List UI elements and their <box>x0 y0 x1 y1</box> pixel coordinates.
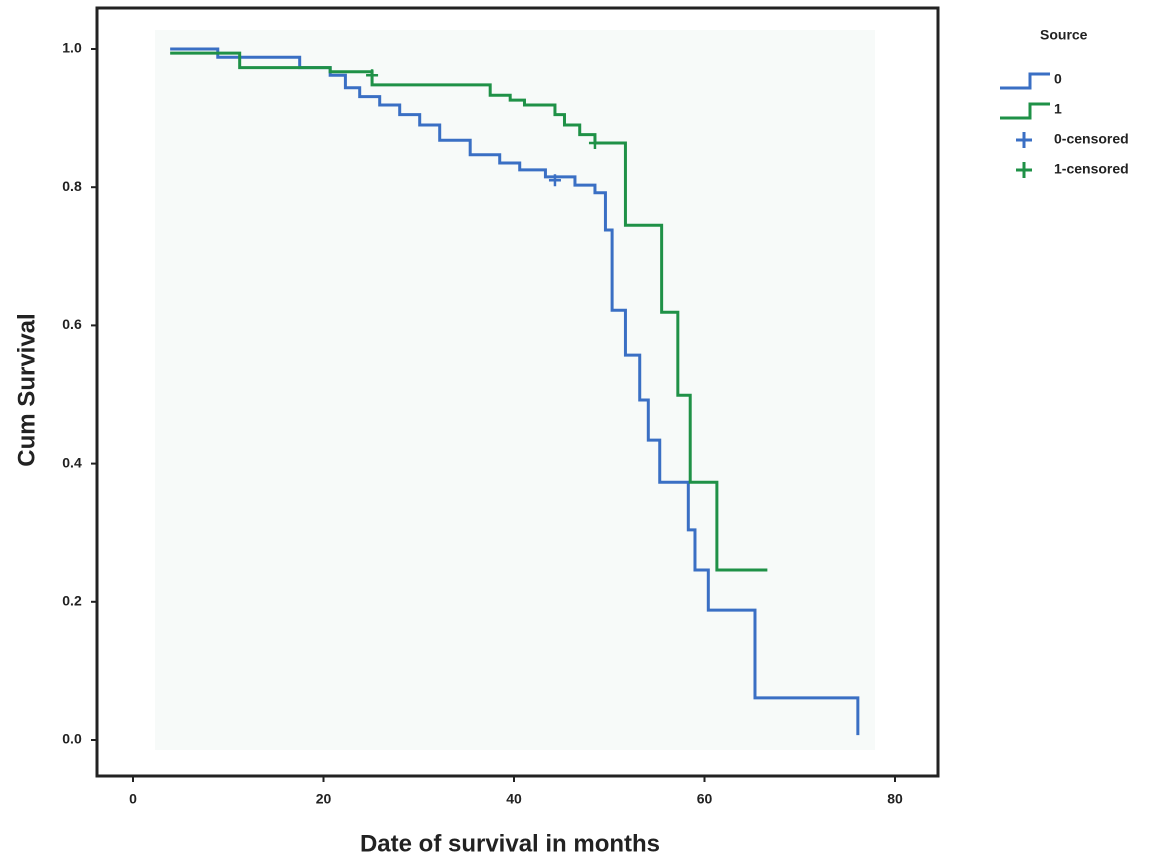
x-tick-label: 20 <box>316 791 332 807</box>
y-axis-label: Cum Survival <box>13 313 40 466</box>
x-tick-label: 60 <box>697 791 713 807</box>
y-tick-label: 0.8 <box>62 178 82 194</box>
x-tick-label: 40 <box>506 791 522 807</box>
legend-label: 0 <box>1054 71 1062 87</box>
y-tick-label: 1.0 <box>62 40 82 56</box>
legend-title: Source <box>1040 27 1088 43</box>
y-tick-label: 0.4 <box>62 454 82 470</box>
survival-line <box>170 47 860 736</box>
y-tick-label: 0.2 <box>62 593 82 609</box>
legend-label: 1 <box>1054 101 1062 117</box>
x-axis-label: Date of survival in months <box>360 830 660 857</box>
y-tick-label: 0.6 <box>62 316 82 332</box>
legend-swatch <box>1016 162 1032 178</box>
censor-mark <box>588 136 601 149</box>
censor-mark <box>548 174 561 187</box>
x-tick-label: 0 <box>129 791 137 807</box>
y-tick-label: 0.0 <box>62 731 82 747</box>
plot-area <box>155 30 875 750</box>
legend-swatch <box>1016 132 1032 148</box>
legend-label: 0-censored <box>1054 131 1129 147</box>
legend-swatch <box>1000 72 1050 90</box>
legend-swatch <box>1000 102 1050 120</box>
x-tick-label: 80 <box>887 791 903 807</box>
censor-mark <box>366 69 379 82</box>
legend-label: 1-censored <box>1054 161 1129 177</box>
